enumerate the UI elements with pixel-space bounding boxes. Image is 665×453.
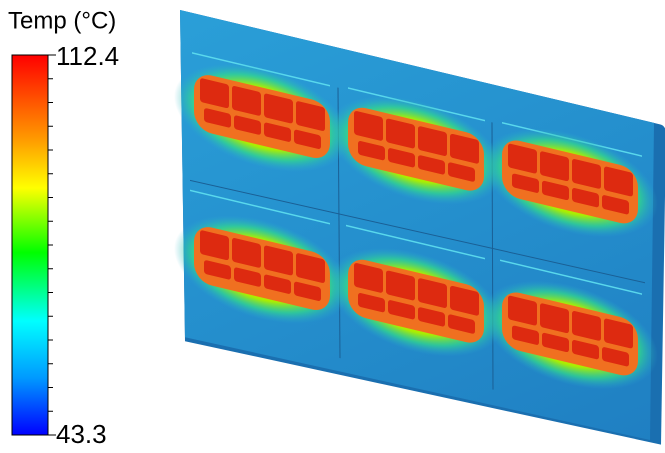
legend-min: 43.3 [56,419,107,449]
colorbar [12,55,48,435]
page: {"legend": {"title": "Temp (°C)", "max":… [0,0,665,453]
thermal-figure: Temp (°C) 112.4 43.3 [0,0,665,453]
plate [174,9,665,453]
legend-max: 112.4 [56,41,119,71]
colorbar-ticks [48,55,56,435]
legend-title: Temp (°C) [8,7,116,34]
